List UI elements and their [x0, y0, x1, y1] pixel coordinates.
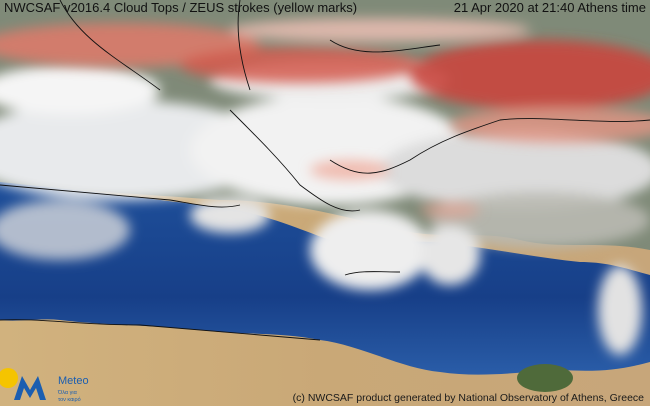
nile-delta	[517, 364, 573, 392]
credit: (c) NWCSAF product generated by National…	[293, 392, 644, 404]
logo-tagline: τον καιρό	[58, 396, 81, 403]
logo-mark	[14, 376, 46, 400]
cold-cloud-tops	[0, 18, 650, 218]
timestamp: 21 Apr 2020 at 21:40 Athens time	[454, 0, 646, 15]
logo-tagline: Όλα για	[57, 390, 78, 396]
map-title: NWCSAF v2016.4 Cloud Tops / ZEUS strokes…	[4, 0, 357, 15]
logo-name: Meteo	[58, 375, 89, 387]
borders	[0, 0, 650, 341]
logo-sun	[0, 368, 18, 388]
